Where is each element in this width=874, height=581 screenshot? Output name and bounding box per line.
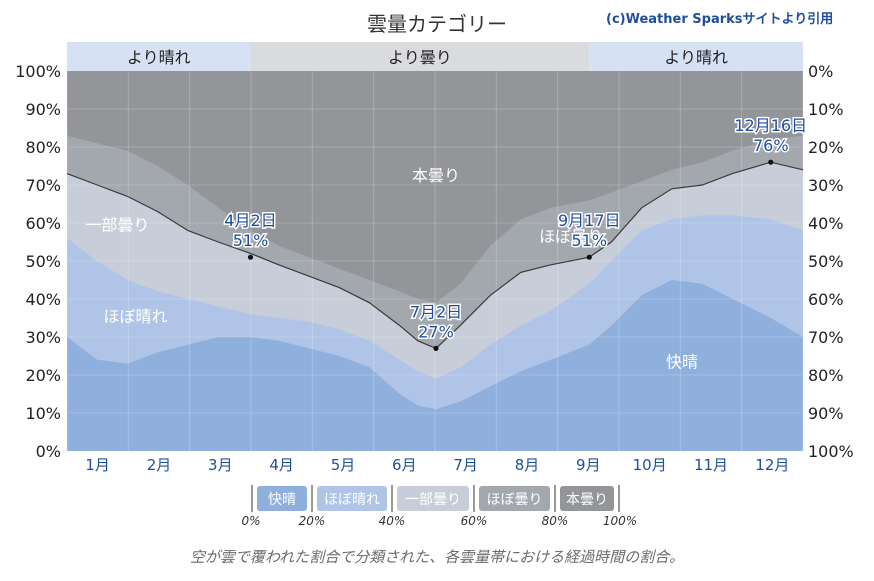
y-tick-right: 20%	[808, 138, 844, 157]
season-band-label-2: より晴れ	[664, 48, 728, 67]
y-tick-left: 0%	[36, 442, 61, 461]
y-tick-left: 60%	[25, 214, 61, 233]
legend-label-1: ほぼ晴れ	[324, 492, 380, 508]
area-label-0: 本曇り	[412, 166, 460, 185]
month-label: 5月	[331, 456, 356, 474]
y-tick-right: 80%	[808, 366, 844, 385]
annotation-date-0: 4月2日	[224, 211, 276, 230]
month-label: 6月	[392, 456, 417, 474]
annotation-dot-0	[247, 254, 254, 260]
y-tick-left: 10%	[25, 404, 61, 423]
month-label: 7月	[453, 456, 478, 474]
y-tick-left: 50%	[25, 252, 61, 271]
annotation-dot-3	[768, 159, 774, 165]
annotation-date-3: 12月16日	[734, 116, 807, 135]
season-band-label-1: より曇り	[388, 48, 452, 67]
area-label-2: 一部曇り	[85, 216, 149, 235]
legend-label-0: 快晴	[268, 492, 296, 508]
legend-tick: 80%	[542, 514, 569, 528]
legend-swatch-1	[317, 486, 387, 511]
legend-tick: 20%	[299, 514, 326, 528]
chart-caption: 空が雲で覆われた割合で分類された、各雲量帯における経過時間の割合。	[189, 548, 685, 566]
month-label: 11月	[694, 456, 728, 474]
legend-swatch-3	[479, 486, 550, 511]
month-label: 10月	[633, 456, 667, 474]
legend-tick: 60%	[461, 514, 488, 528]
legend-swatch-2	[397, 486, 469, 511]
annotation-value-1: 27%	[418, 322, 454, 341]
y-tick-right: 100%	[808, 442, 854, 461]
area-label-4: 快晴	[666, 352, 698, 371]
clear-cloudy-divider-line	[66, 161, 804, 350]
y-tick-right: 0%	[808, 62, 833, 81]
y-tick-right: 40%	[808, 214, 844, 233]
season-band-1	[250, 42, 590, 71]
area-label-1: ほぼ曇り	[539, 227, 603, 246]
annotation-value-2: 51%	[571, 231, 607, 250]
y-tick-left: 70%	[25, 176, 61, 195]
y-tick-right: 30%	[808, 176, 844, 195]
y-tick-right: 10%	[808, 100, 844, 119]
legend-swatch-4	[560, 486, 614, 511]
chart-title: 雲量カテゴリー	[367, 12, 507, 36]
season-band-0	[67, 42, 251, 71]
y-tick-left: 80%	[25, 138, 61, 157]
legend-tick: 100%	[603, 514, 637, 528]
legend-label-3: ほぼ曇り	[487, 492, 543, 508]
y-tick-left: 30%	[25, 328, 61, 347]
annotation-date-2: 9月17日	[558, 211, 621, 230]
annotation-dot-2	[586, 254, 592, 260]
y-tick-left: 100%	[15, 62, 61, 81]
legend-tick: 0%	[241, 514, 260, 528]
area-0	[67, 280, 803, 451]
legend-label-2: 一部曇り	[405, 492, 461, 508]
month-label: 4月	[269, 456, 294, 474]
y-tick-right: 70%	[808, 328, 844, 347]
month-label: 8月	[515, 456, 540, 474]
annotation-value-0: 51%	[233, 231, 269, 250]
area-label-3: ほぼ晴れ	[104, 307, 168, 326]
y-tick-left: 90%	[25, 100, 61, 119]
annotation-date-1: 7月2日	[410, 302, 462, 321]
y-tick-right: 50%	[808, 252, 844, 271]
month-label: 1月	[85, 456, 110, 474]
y-tick-left: 40%	[25, 290, 61, 309]
y-tick-left: 20%	[25, 366, 61, 385]
season-band-2	[589, 42, 803, 71]
legend-swatch-0	[257, 486, 307, 511]
annotation-value-3: 76%	[753, 136, 789, 155]
legend-tick: 40%	[379, 514, 406, 528]
month-label: 2月	[147, 456, 172, 474]
month-label: 12月	[755, 456, 789, 474]
month-label: 3月	[208, 456, 233, 474]
annotation-dot-1	[433, 345, 439, 351]
y-tick-right: 60%	[808, 290, 844, 309]
credit-note: (c)Weather Sparksサイトより引用	[606, 12, 834, 27]
y-tick-right: 90%	[808, 404, 844, 423]
month-label: 9月	[576, 456, 601, 474]
legend-label-4: 本曇り	[566, 492, 608, 508]
season-band-label-0: より晴れ	[127, 48, 191, 67]
